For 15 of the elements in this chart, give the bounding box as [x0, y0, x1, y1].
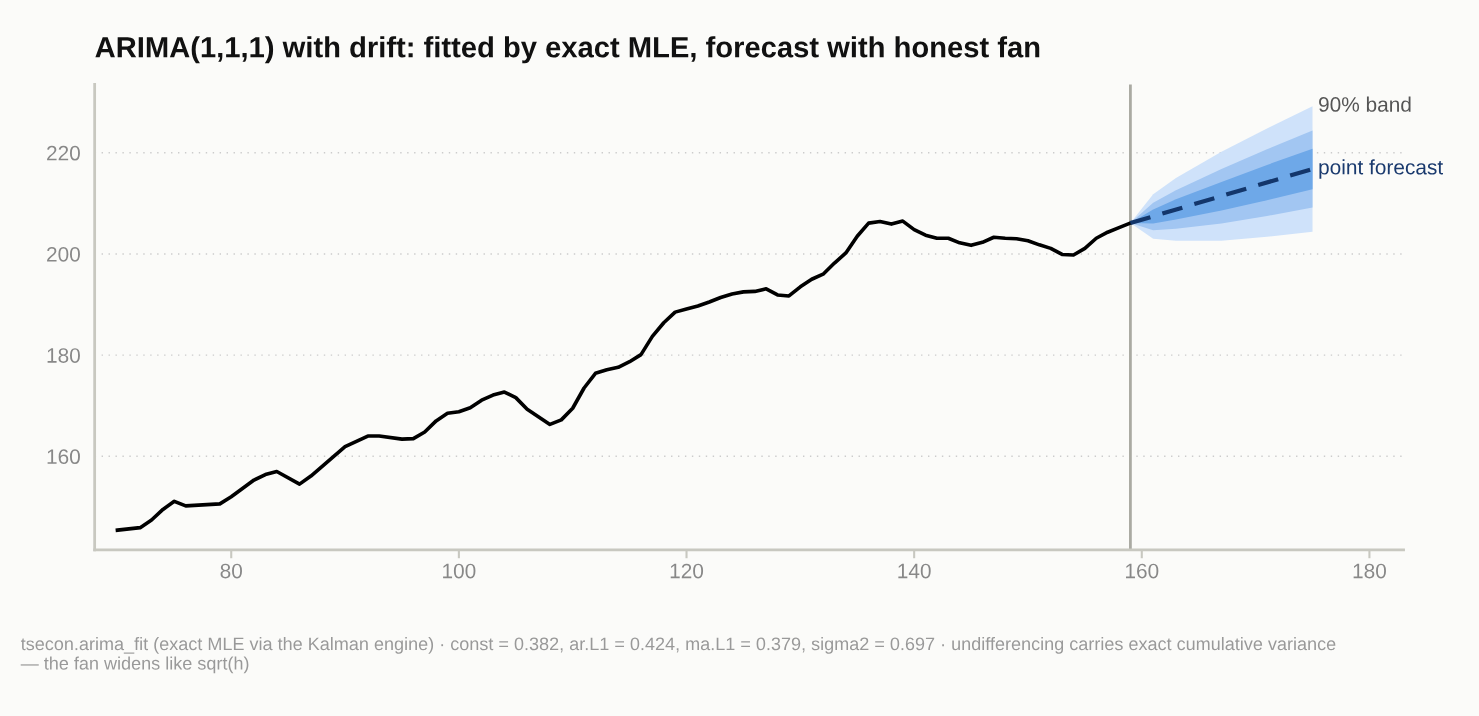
line-series: [115, 219, 1133, 532]
x-tick-label: 80: [220, 563, 243, 579]
x-tick-label: 140: [898, 563, 931, 579]
x-tick-label: 100: [443, 563, 476, 579]
y-tick-label: 180: [47, 348, 80, 363]
text: tsecon.arima_fit (exact MLE via the Kalman engine) · const = 0.382, ar.L1 = 0.424, ma.L1 = 0.379, sigma2 = 0.697 · undifferencing carries exact cumulative variance — the fan widens like sqrt(h): [20, 637, 1336, 674]
y-tick-label: 200: [47, 246, 80, 262]
x-tick-label: 180: [1353, 563, 1386, 579]
annotation: point forecast: [1319, 159, 1443, 179]
chart-title: ARIMA(1,1,1) with drift: fitted by exact MLE, forecast with honest fan: [95, 36, 1040, 64]
x-tick-label: 120: [670, 563, 704, 579]
x-tick-label: 160: [1126, 563, 1159, 579]
y-tick-label: 160: [47, 449, 80, 465]
annotation: 90% band: [1319, 96, 1411, 112]
y-tick-label: 220: [47, 145, 80, 161]
